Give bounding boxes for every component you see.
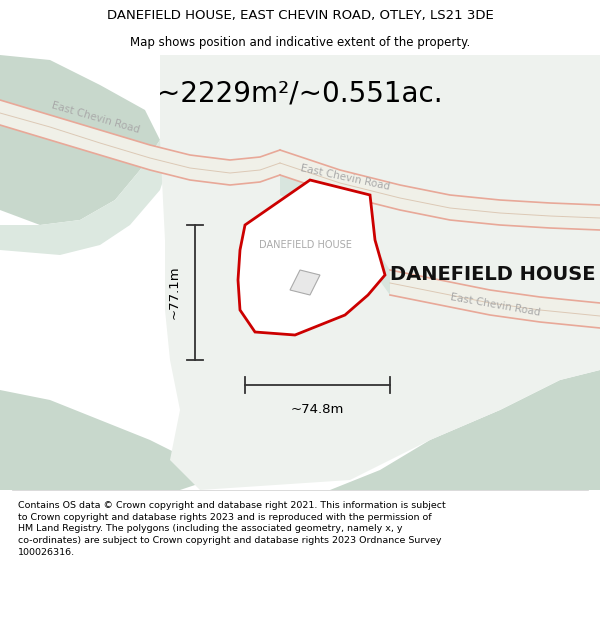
Polygon shape xyxy=(290,270,320,295)
Polygon shape xyxy=(330,370,600,490)
Text: Contains OS data © Crown copyright and database right 2021. This information is : Contains OS data © Crown copyright and d… xyxy=(18,501,446,557)
Text: ~77.1m: ~77.1m xyxy=(168,266,181,319)
Polygon shape xyxy=(0,55,160,225)
Text: Map shows position and indicative extent of the property.: Map shows position and indicative extent… xyxy=(130,36,470,49)
Polygon shape xyxy=(160,55,600,490)
Text: East Chevin Road: East Chevin Road xyxy=(450,292,541,318)
Text: ~2229m²/~0.551ac.: ~2229m²/~0.551ac. xyxy=(157,80,443,108)
Text: East Chevin Road: East Chevin Road xyxy=(300,164,391,192)
Text: DANEFIELD HOUSE: DANEFIELD HOUSE xyxy=(259,240,352,250)
Polygon shape xyxy=(0,100,280,185)
Polygon shape xyxy=(390,270,600,328)
Polygon shape xyxy=(280,175,390,295)
Text: DANEFIELD HOUSE: DANEFIELD HOUSE xyxy=(390,266,595,284)
Text: ~74.8m: ~74.8m xyxy=(291,403,344,416)
Polygon shape xyxy=(0,390,210,490)
Polygon shape xyxy=(0,140,170,255)
Text: DANEFIELD HOUSE, EAST CHEVIN ROAD, OTLEY, LS21 3DE: DANEFIELD HOUSE, EAST CHEVIN ROAD, OTLEY… xyxy=(107,9,493,22)
Polygon shape xyxy=(280,150,600,230)
Polygon shape xyxy=(238,180,385,335)
Text: East Chevin Road: East Chevin Road xyxy=(50,101,140,136)
